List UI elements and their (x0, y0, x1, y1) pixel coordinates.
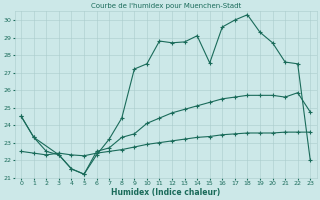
Title: Courbe de l'humidex pour Muenchen-Stadt: Courbe de l'humidex pour Muenchen-Stadt (91, 3, 241, 9)
X-axis label: Humidex (Indice chaleur): Humidex (Indice chaleur) (111, 188, 220, 197)
